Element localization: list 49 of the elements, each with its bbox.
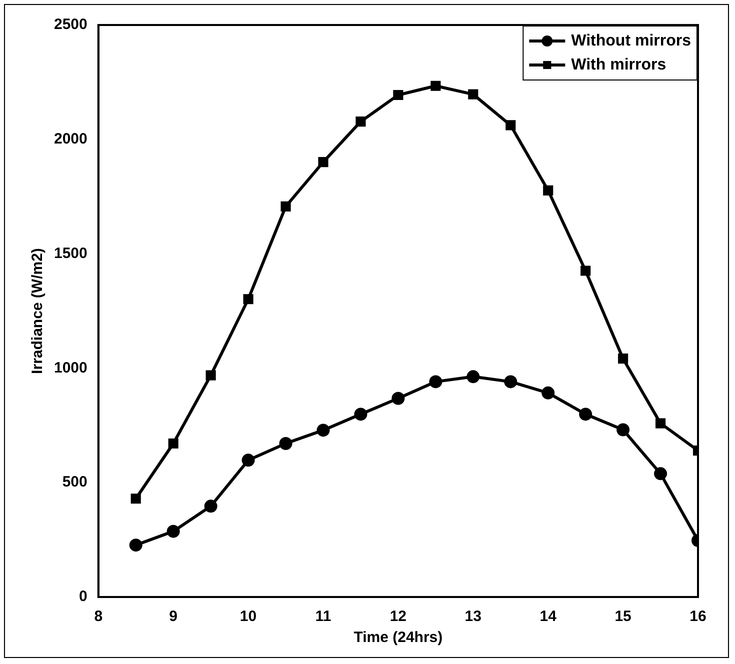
x-tick-label: 9	[169, 608, 178, 626]
x-tick-label: 16	[690, 608, 706, 626]
y-tick-label: 2500	[54, 16, 88, 34]
legend-label: With mirrors	[571, 56, 666, 74]
point	[354, 408, 368, 421]
x-tick-label: 13	[464, 608, 482, 626]
point	[356, 116, 366, 127]
point	[204, 500, 218, 513]
point	[243, 294, 254, 304]
point	[618, 354, 628, 364]
point	[579, 408, 592, 421]
x-tick-label: 14	[540, 608, 558, 626]
y-tick-label: 2000	[54, 130, 88, 148]
x-tick-label: 11	[315, 608, 332, 626]
x-axis-title: Time (24hrs)	[354, 629, 443, 646]
point	[655, 418, 666, 428]
x-tick-label: 15	[614, 608, 632, 626]
point	[616, 423, 630, 436]
point	[392, 392, 405, 405]
point	[393, 90, 404, 100]
point	[280, 201, 291, 212]
point	[654, 467, 668, 480]
x-tick-label: 10	[240, 608, 257, 626]
point	[279, 436, 292, 450]
point	[129, 538, 142, 552]
point	[206, 370, 216, 380]
point	[429, 375, 442, 388]
x-tick-label: 12	[390, 608, 407, 626]
point	[166, 524, 180, 538]
y-tick-label: 0	[79, 588, 88, 606]
point	[316, 424, 330, 437]
y-axis-title: Irradiance (W/m2)	[29, 248, 46, 374]
point	[542, 386, 555, 400]
x-tick-label: 8	[94, 608, 103, 626]
y-tick-label: 1500	[54, 244, 88, 262]
point	[466, 370, 480, 384]
point	[580, 266, 591, 276]
y-tick-label: 1000	[54, 359, 88, 376]
point	[506, 120, 516, 130]
point	[242, 454, 255, 467]
point	[504, 375, 518, 388]
legend-label: Without mirrors	[571, 32, 692, 50]
point	[168, 438, 178, 449]
point	[318, 157, 328, 168]
point	[430, 80, 441, 91]
y-tick-label: 500	[62, 474, 88, 491]
point	[543, 185, 554, 196]
point	[130, 494, 141, 504]
point	[468, 89, 478, 100]
